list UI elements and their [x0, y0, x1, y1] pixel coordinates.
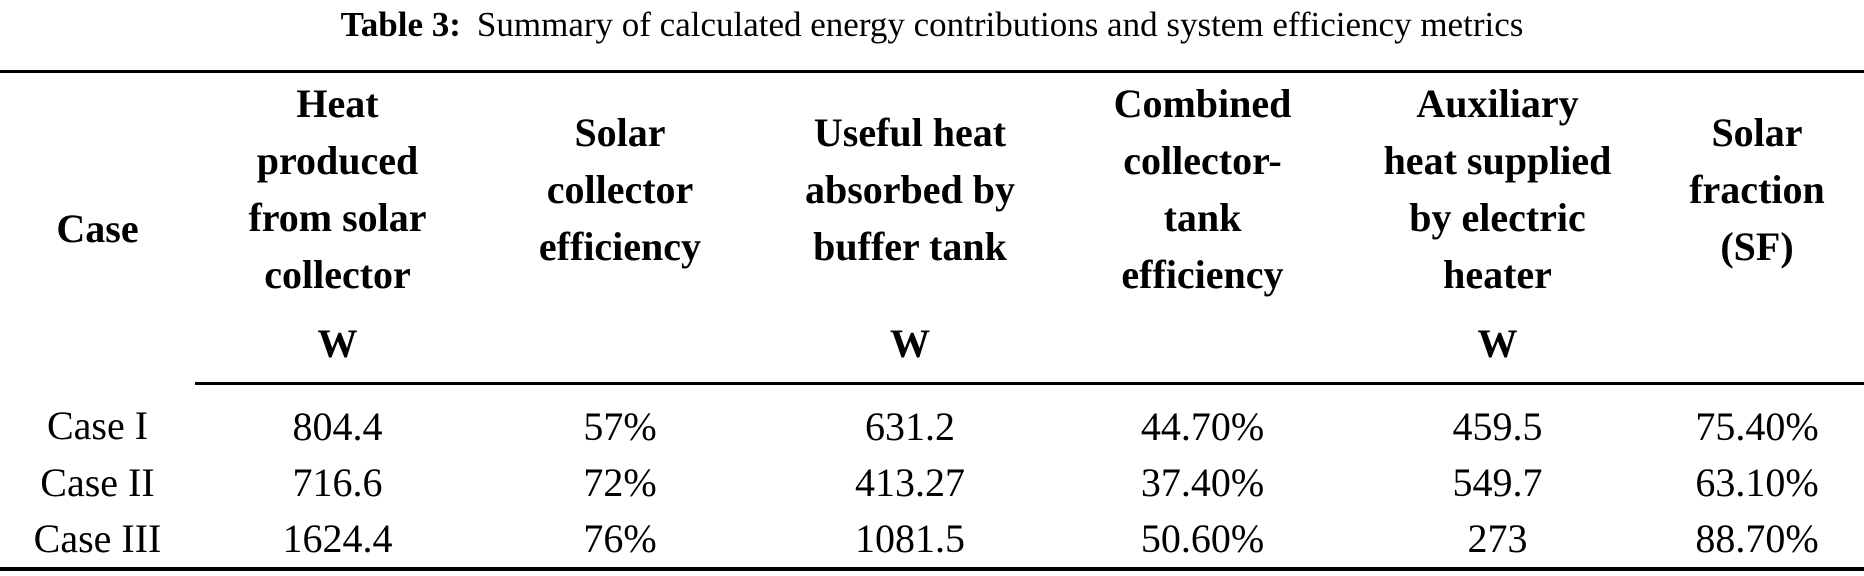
table-caption: Table 3: Summary of calculated energy co… [0, 0, 1864, 70]
unit-heat-produced: W [195, 305, 480, 385]
cell-useful-heat: 1081.5 [855, 516, 965, 561]
cell-solar-collector-efficiency: 72% [583, 460, 657, 505]
cell-heat-produced: 804.4 [292, 404, 383, 449]
cell-combined-efficiency: 44.70% [1140, 404, 1265, 449]
table-row-case-2: Case II 716.6 72% 413.27 37.40% 549.7 63… [0, 455, 1864, 511]
cell-combined-efficiency: 37.40% [1140, 460, 1265, 505]
cell-solar-fraction: 75.40% [1695, 404, 1819, 449]
table-header: Case Heat produced from solar collector … [0, 72, 1864, 385]
table-caption-text: Summary of calculated energy contributio… [476, 5, 1524, 44]
header-row: Case Heat produced from solar collector … [0, 72, 1864, 306]
table-row-case-3: Case III 1624.4 76% 1081.5 50.60% 273 88… [0, 511, 1864, 569]
cell-heat-produced: 1624.4 [282, 516, 393, 561]
column-header-useful-heat: Useful heat absorbed by buffer tank [804, 109, 1016, 269]
cell-useful-heat: 631.2 [865, 404, 955, 449]
cell-aux-heat: 459.5 [1452, 404, 1543, 449]
cell-solar-fraction: 63.10% [1695, 460, 1819, 505]
unit-aux-heat: W [1345, 305, 1650, 385]
column-header-heat-produced: Heat produced from solar collector [248, 81, 427, 297]
cell-combined-efficiency: 50.60% [1140, 516, 1265, 561]
cell-heat-produced: 716.6 [292, 460, 383, 505]
cell-aux-heat: 549.7 [1452, 460, 1543, 505]
unit-solar-fraction [1650, 305, 1864, 385]
table-body: Case I 804.4 57% 631.2 44.70% 459.5 75.4… [0, 384, 1864, 570]
cell-useful-heat: 413.27 [855, 460, 965, 505]
unit-useful-heat: W [760, 305, 1060, 385]
unit-combined-efficiency [1060, 305, 1345, 385]
units-row: W W W [0, 305, 1864, 385]
column-header-aux-heat: Auxiliary heat supplied by electric heat… [1383, 81, 1612, 297]
table-row-case-1: Case I 804.4 57% 631.2 44.70% 459.5 75.4… [0, 384, 1864, 456]
table-caption-number: Table 3: [340, 5, 461, 44]
column-header-solar-collector-efficiency: Solar collector efficiency [538, 109, 702, 269]
column-header-combined-efficiency: Combined collector- tank efficiency [1113, 81, 1292, 297]
column-header-case: Case [56, 205, 139, 251]
cell-case: Case III [33, 516, 162, 561]
cell-solar-collector-efficiency: 57% [583, 404, 657, 449]
cell-solar-fraction: 88.70% [1695, 516, 1819, 561]
unit-solar-collector-efficiency [480, 305, 760, 385]
cell-case: Case II [40, 460, 155, 505]
cell-case: Case I [46, 403, 149, 449]
cell-solar-collector-efficiency: 76% [583, 516, 657, 561]
cell-aux-heat: 273 [1467, 516, 1528, 561]
column-header-solar-fraction: Solar fraction (SF) [1689, 109, 1825, 269]
summary-table: Case Heat produced from solar collector … [0, 70, 1864, 571]
